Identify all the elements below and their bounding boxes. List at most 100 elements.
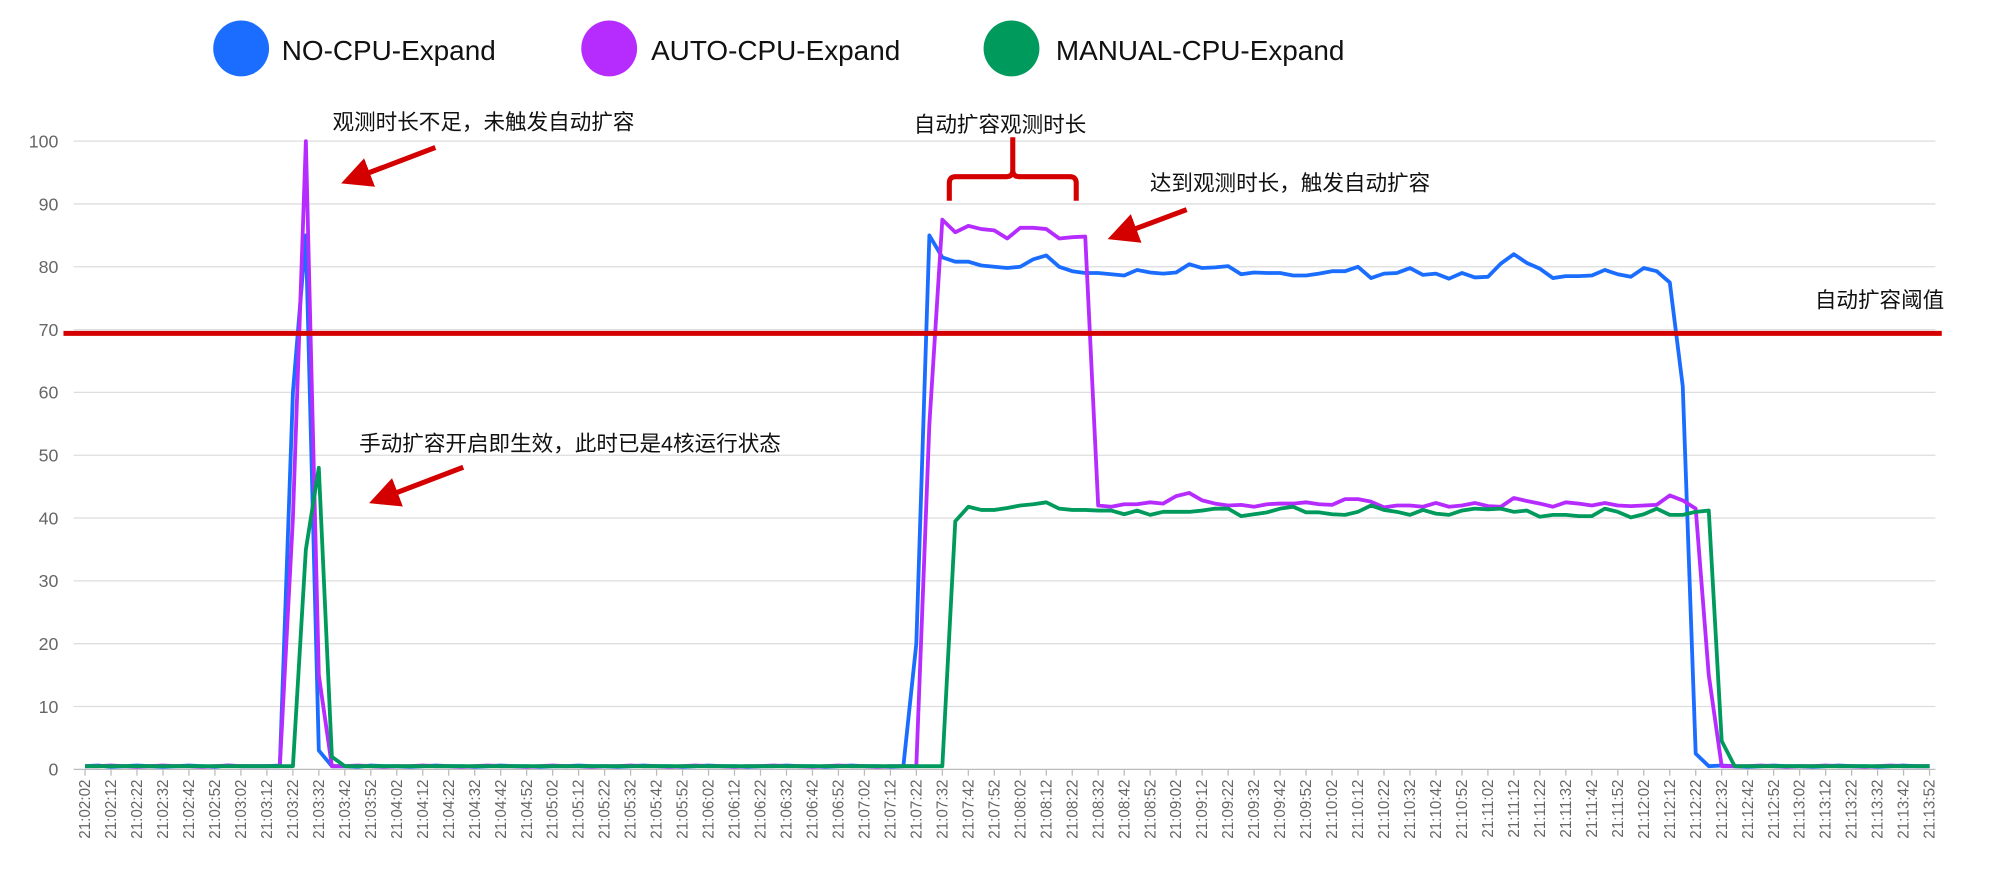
x-tick-label: 21:03:22 bbox=[285, 779, 302, 838]
x-tick-label: 21:04:02 bbox=[389, 779, 406, 838]
y-tick-label: 70 bbox=[39, 320, 59, 340]
annotation-observe-window: 自动扩容观测时长 bbox=[914, 112, 1087, 137]
x-tick-label: 21:08:12 bbox=[1038, 779, 1055, 838]
y-tick-label: 40 bbox=[39, 508, 59, 528]
legend-marker-auto-cpu bbox=[581, 20, 638, 77]
y-tick-label: 50 bbox=[39, 446, 59, 466]
legend-label-manual-cpu: MANUAL-CPU-Expand bbox=[1056, 35, 1344, 66]
x-tick-label: 21:03:02 bbox=[233, 779, 250, 838]
x-tick-label: 21:11:22 bbox=[1532, 779, 1549, 837]
y-tick-label: 10 bbox=[39, 697, 59, 717]
x-tick-label: 21:08:02 bbox=[1012, 779, 1029, 838]
y-tick-label: 100 bbox=[29, 131, 59, 151]
x-tick-label: 21:13:22 bbox=[1844, 779, 1861, 838]
x-tick-label: 21:10:42 bbox=[1428, 779, 1445, 838]
y-tick-label: 20 bbox=[39, 634, 59, 654]
x-tick-label: 21:06:22 bbox=[753, 779, 770, 838]
x-tick-label: 21:13:52 bbox=[1922, 779, 1939, 838]
x-tick-label: 21:05:02 bbox=[545, 779, 562, 838]
x-tick-label: 21:07:02 bbox=[856, 779, 873, 838]
x-tick-label: 21:11:52 bbox=[1610, 779, 1627, 837]
x-tick-label: 21:02:32 bbox=[155, 779, 172, 838]
x-tick-label: 21:12:42 bbox=[1740, 779, 1757, 838]
arrow-insufficient bbox=[341, 145, 437, 187]
x-tick-label: 21:10:52 bbox=[1454, 779, 1471, 838]
x-tick-label: 21:08:52 bbox=[1142, 779, 1159, 838]
annotation-insufficient: 观测时长不足，未触发自动扩容 bbox=[333, 110, 635, 135]
x-tick-label: 21:02:12 bbox=[103, 779, 120, 838]
x-tick-label: 21:13:02 bbox=[1792, 779, 1809, 838]
y-tick-label: 0 bbox=[49, 760, 59, 780]
x-tick-label: 21:02:52 bbox=[207, 779, 224, 838]
x-tick-label: 21:04:32 bbox=[467, 779, 484, 838]
x-tick-label: 21:07:42 bbox=[960, 779, 977, 838]
x-tick-label: 21:11:42 bbox=[1584, 779, 1601, 837]
legend-marker-manual-cpu bbox=[983, 20, 1040, 77]
x-tick-label: 21:08:22 bbox=[1064, 779, 1081, 838]
x-tick-label: 21:09:52 bbox=[1298, 779, 1315, 838]
x-tick-label: 21:12:52 bbox=[1766, 779, 1783, 838]
observe-window-brace bbox=[946, 137, 1079, 201]
annotation-reached: 达到观测时长，触发自动扩容 bbox=[1150, 171, 1430, 196]
legend-label-auto-cpu: AUTO-CPU-Expand bbox=[651, 35, 900, 66]
x-tick-label: 21:09:12 bbox=[1194, 779, 1211, 838]
series-line-manual-cpu-expand bbox=[85, 465, 1930, 769]
x-tick-label: 21:05:22 bbox=[597, 779, 614, 838]
annotation-manual: 手动扩容开启即生效，此时已是4核运行状态 bbox=[359, 431, 781, 456]
x-tick-label: 21:09:42 bbox=[1272, 779, 1289, 838]
x-tick-label: 21:07:12 bbox=[882, 779, 899, 838]
x-tick-label: 21:13:32 bbox=[1870, 779, 1887, 838]
x-tick-label: 21:11:02 bbox=[1480, 779, 1497, 837]
x-tick-label: 21:12:22 bbox=[1688, 779, 1705, 838]
legend: NO-CPU-Expand AUTO-CPU-Expand MANUAL-CPU… bbox=[213, 20, 1344, 77]
y-tick-label: 60 bbox=[39, 383, 59, 403]
arrow-manual bbox=[369, 464, 465, 507]
x-tick-label: 21:07:22 bbox=[908, 779, 925, 838]
x-tick-label: 21:03:42 bbox=[337, 779, 354, 838]
x-tick-label: 21:04:52 bbox=[519, 779, 536, 838]
x-tick-label: 21:10:32 bbox=[1402, 779, 1419, 838]
x-tick-label: 21:12:12 bbox=[1662, 779, 1679, 838]
x-tick-label: 21:05:12 bbox=[571, 779, 588, 838]
series-line-no-cpu-expand bbox=[84, 233, 1930, 769]
x-tick-label: 21:04:12 bbox=[415, 779, 432, 838]
x-tick-label: 21:12:32 bbox=[1714, 779, 1731, 838]
x-tick-label: 21:04:42 bbox=[493, 779, 510, 838]
x-tick-label: 21:02:02 bbox=[77, 779, 94, 838]
x-axis-ticks: 21:02:02 21:02:12 21:02:22 21:02:32 21:02:42… bbox=[77, 769, 1939, 839]
x-tick-label: 21:09:32 bbox=[1246, 779, 1263, 838]
x-tick-label: 21:03:12 bbox=[259, 779, 276, 838]
x-tick-label: 21:09:02 bbox=[1168, 779, 1185, 838]
x-tick-label: 21:06:12 bbox=[727, 779, 744, 838]
x-tick-label: 21:02:22 bbox=[129, 779, 146, 838]
x-tick-label: 21:08:32 bbox=[1090, 779, 1107, 838]
x-tick-label: 21:06:52 bbox=[831, 779, 848, 838]
x-tick-label: 21:10:12 bbox=[1350, 779, 1367, 838]
x-tick-label: 21:06:42 bbox=[805, 779, 822, 838]
y-tick-label: 80 bbox=[39, 257, 59, 277]
series-lines bbox=[84, 139, 1930, 769]
x-tick-label: 21:04:22 bbox=[441, 779, 458, 838]
x-tick-label: 21:13:42 bbox=[1896, 779, 1913, 838]
x-tick-label: 21:05:32 bbox=[623, 779, 640, 838]
x-tick-label: 21:08:42 bbox=[1116, 779, 1133, 838]
y-tick-label: 90 bbox=[39, 194, 59, 214]
x-tick-label: 21:06:02 bbox=[701, 779, 718, 838]
x-tick-label: 21:07:52 bbox=[986, 779, 1003, 838]
legend-label-no-cpu: NO-CPU-Expand bbox=[282, 35, 496, 66]
x-tick-label: 21:10:22 bbox=[1376, 779, 1393, 838]
legend-marker-no-cpu bbox=[213, 20, 270, 77]
x-tick-label: 21:03:52 bbox=[363, 779, 380, 838]
y-tick-label: 30 bbox=[39, 571, 59, 591]
x-tick-label: 21:09:22 bbox=[1220, 779, 1237, 838]
x-tick-label: 21:11:32 bbox=[1558, 779, 1575, 837]
x-tick-label: 21:11:12 bbox=[1506, 779, 1523, 837]
x-tick-label: 21:06:32 bbox=[779, 779, 796, 838]
x-tick-label: 21:07:32 bbox=[934, 779, 951, 838]
x-tick-label: 21:13:12 bbox=[1818, 779, 1835, 838]
y-axis-ticks: 0 10 20 30 40 50 60 70 80 90 100 bbox=[29, 131, 59, 779]
x-tick-label: 21:05:42 bbox=[649, 779, 666, 838]
x-tick-label: 21:12:02 bbox=[1636, 779, 1653, 838]
x-tick-label: 21:05:52 bbox=[675, 779, 692, 838]
